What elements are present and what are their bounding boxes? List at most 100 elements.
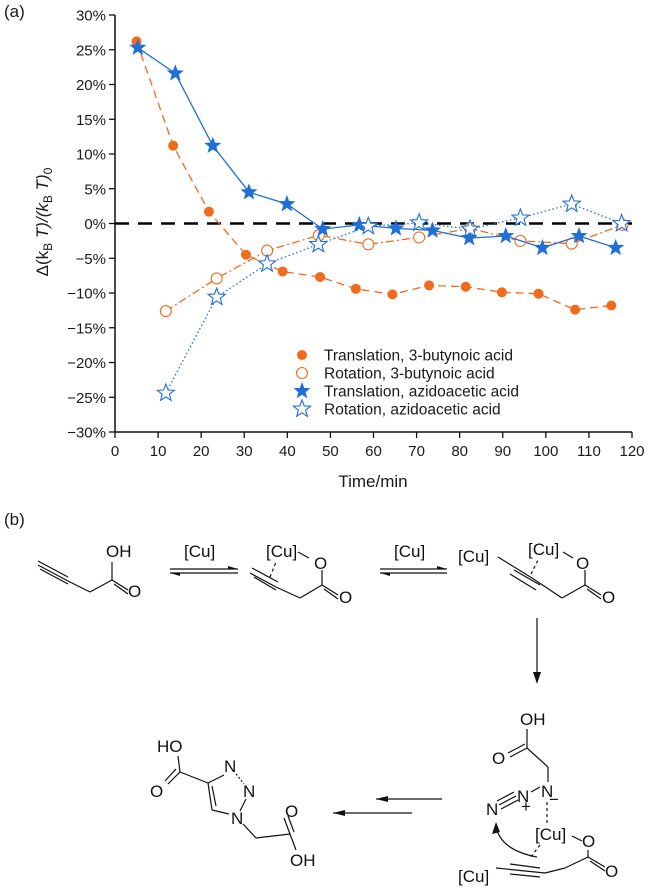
y-tick-label: 25% <box>76 42 106 59</box>
atom-label: OH <box>290 851 316 870</box>
atom-label: O <box>602 588 615 607</box>
y-tick-label: 20% <box>76 77 106 94</box>
series-translation-3-butynoic-acid <box>131 36 617 315</box>
data-point <box>206 286 227 306</box>
atom-label: O <box>582 832 595 851</box>
reverse-arrows <box>333 796 442 816</box>
series-translation-azidoacetic-acid <box>129 38 625 256</box>
atom-label: O <box>285 802 298 821</box>
series-rotation-azidoacetic-acid <box>155 193 632 402</box>
down-arrow <box>533 618 541 684</box>
data-point <box>358 215 379 235</box>
y-tick-label: −5% <box>76 251 106 268</box>
atom-label: O <box>576 554 589 573</box>
legend-marker <box>295 366 309 380</box>
data-point <box>413 231 426 244</box>
data-point <box>155 382 176 402</box>
data-point <box>257 253 278 273</box>
atom-label: OH <box>520 710 546 729</box>
legend-label: Translation, 3-butynoic acid <box>324 348 513 365</box>
data-point <box>510 207 531 227</box>
intermediate-1: [Cu] O O <box>249 542 352 607</box>
atom-label: [Cu] <box>458 867 489 886</box>
data-point <box>497 227 515 244</box>
data-point <box>533 288 544 299</box>
data-point <box>278 195 296 212</box>
y-tick-label: 15% <box>76 112 106 129</box>
ticks: 30% 25% 20% 15% 10% 5% 0% −5% −10% −15% −20% −25% −3… <box>67 8 644 461</box>
x-tick-label: 30 <box>236 443 253 460</box>
atom-label: N <box>231 809 243 828</box>
legend-marker <box>293 382 311 399</box>
equilibrium-arrow-1: [Cu] <box>170 542 238 576</box>
data-point <box>277 266 288 277</box>
x-tick-label: 40 <box>279 443 296 460</box>
legend-label: Rotation, azidoacetic acid <box>324 402 501 419</box>
x-tick-label: 110 <box>577 443 601 460</box>
data-point <box>611 212 632 233</box>
data-point <box>210 272 223 285</box>
legend-item: Rotation, azidoacetic acid <box>291 398 501 419</box>
series-line <box>165 203 622 394</box>
x-tick-label: 100 <box>533 443 558 460</box>
legend-marker <box>291 398 313 418</box>
data-point <box>423 221 442 238</box>
atom-label: HO <box>157 737 183 756</box>
y-tick-label: 5% <box>84 181 106 198</box>
series-line <box>165 224 623 312</box>
y-tick-label: −15% <box>67 320 106 337</box>
legend-item: Translation, azidoacetic acid <box>293 382 519 401</box>
atom-label: N <box>541 782 553 801</box>
atom-label: N <box>243 782 255 801</box>
x-tick-label: 120 <box>619 443 644 460</box>
data-point <box>459 218 481 238</box>
x-tick-label: 0 <box>111 443 119 460</box>
intermediate-3: OH O N − N + N [Cu] O [Cu] <box>458 710 618 886</box>
y-tick-label: 10% <box>76 147 106 164</box>
data-point <box>314 220 332 237</box>
legend-item: Rotation, 3-butynoic acid <box>295 366 495 383</box>
atom-label: N <box>486 800 498 819</box>
data-point <box>166 64 184 81</box>
x-tick-label: 60 <box>365 443 382 460</box>
atom-label: O <box>492 749 505 768</box>
data-point <box>570 227 588 244</box>
data-point <box>240 249 251 260</box>
data-point <box>204 136 222 153</box>
chart-a: 30% 25% 20% 15% 10% 5% 0% −5% −10% −15% −20% −25% −3… <box>33 8 645 492</box>
data-point <box>606 300 617 311</box>
x-tick-label: 80 <box>451 443 468 460</box>
data-point <box>460 229 478 246</box>
data-point <box>203 206 214 217</box>
y-tick-label: −25% <box>67 390 106 407</box>
x-tick-label: 20 <box>193 443 210 460</box>
y-axis-label: Δ(kB T)/(kB T)0 <box>33 167 55 276</box>
data-point <box>362 238 375 251</box>
data-point <box>350 283 361 294</box>
data-point <box>496 287 507 298</box>
x-axis-label: Time/min <box>338 472 407 491</box>
data-point <box>561 193 582 213</box>
y-tick-label: −20% <box>67 355 106 372</box>
atom-label: N <box>517 787 529 806</box>
x-tick-label: 10 <box>150 443 167 460</box>
legend-marker <box>297 350 307 360</box>
equilibrium-arrow-2: [Cu] <box>380 542 447 576</box>
charge-minus: − <box>549 790 559 809</box>
data-point <box>570 304 581 315</box>
y-tick-label: −30% <box>67 425 106 442</box>
product-triazole: HO O N N N O OH <box>150 737 316 870</box>
data-point <box>168 140 179 151</box>
atom-label: O <box>128 582 141 601</box>
data-point <box>350 215 368 233</box>
series-line <box>135 41 612 311</box>
data-point <box>409 212 430 232</box>
x-tick-label: 50 <box>322 443 339 460</box>
atom-label: N <box>224 757 236 776</box>
data-point <box>129 38 147 55</box>
atom-label: [Cu] <box>266 542 297 561</box>
compound-3-butynoic-acid: OH O <box>37 542 141 601</box>
atom-label: [Cu] <box>528 540 559 559</box>
